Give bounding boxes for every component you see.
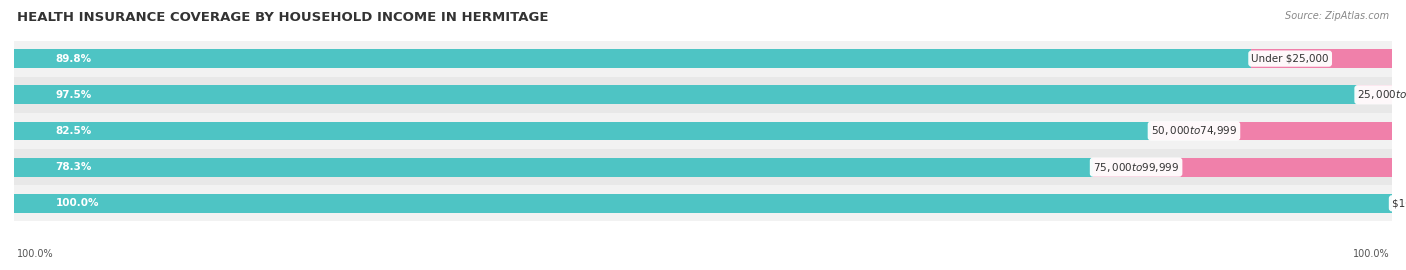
Bar	[14, 77, 1392, 113]
Text: $75,000 to $99,999: $75,000 to $99,999	[1092, 161, 1180, 174]
Bar	[1092, 158, 1392, 177]
Text: $100,000 and over: $100,000 and over	[1392, 198, 1406, 208]
Text: $50,000 to $74,999: $50,000 to $74,999	[1152, 124, 1237, 137]
Bar	[14, 122, 1152, 140]
Text: 100.0%: 100.0%	[17, 249, 53, 259]
Text: $25,000 to $49,999: $25,000 to $49,999	[1358, 88, 1406, 101]
Bar	[1251, 49, 1392, 68]
Bar	[1358, 85, 1392, 104]
Bar	[14, 113, 1392, 149]
Bar	[1392, 194, 1399, 213]
Text: 97.5%: 97.5%	[55, 90, 91, 100]
Bar	[14, 185, 1392, 221]
Bar	[1152, 122, 1392, 140]
Bar	[14, 149, 1392, 185]
Text: 100.0%: 100.0%	[55, 198, 98, 208]
Bar	[14, 40, 1392, 77]
Text: HEALTH INSURANCE COVERAGE BY HOUSEHOLD INCOME IN HERMITAGE: HEALTH INSURANCE COVERAGE BY HOUSEHOLD I…	[17, 11, 548, 24]
Bar	[14, 49, 1251, 68]
Text: 82.5%: 82.5%	[55, 126, 91, 136]
Text: 78.3%: 78.3%	[55, 162, 91, 172]
Text: Under $25,000: Under $25,000	[1251, 53, 1329, 64]
Bar	[14, 85, 1358, 104]
Bar	[14, 194, 1392, 213]
Text: 89.8%: 89.8%	[55, 53, 91, 64]
Text: Source: ZipAtlas.com: Source: ZipAtlas.com	[1285, 11, 1389, 21]
Text: 100.0%: 100.0%	[1353, 249, 1389, 259]
Bar	[14, 158, 1092, 177]
